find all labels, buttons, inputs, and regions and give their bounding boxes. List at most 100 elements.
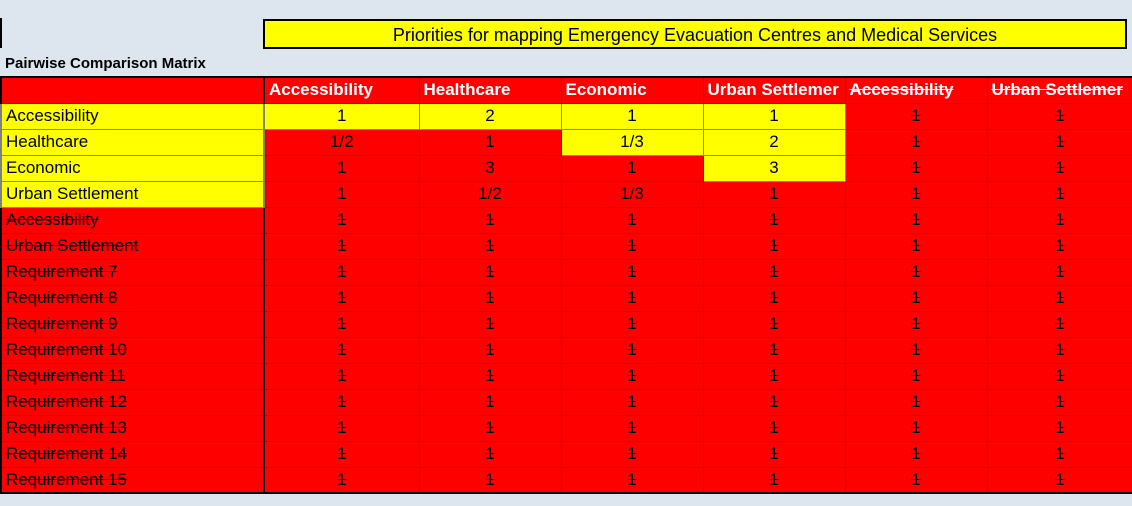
matrix-cell[interactable]: 1 <box>986 310 1132 338</box>
matrix-cell[interactable]: 1 <box>418 414 562 442</box>
matrix-cell[interactable]: 1 <box>986 466 1132 494</box>
corner-cell[interactable] <box>0 76 265 104</box>
matrix-cell[interactable]: 3 <box>702 154 846 182</box>
matrix-cell[interactable]: 1 <box>263 154 420 182</box>
row-label[interactable]: Requirement 9 <box>0 310 265 338</box>
matrix-cell[interactable]: 2 <box>418 102 562 130</box>
matrix-cell[interactable]: 1 <box>986 128 1132 156</box>
matrix-cell[interactable]: 1 <box>418 310 562 338</box>
row-label[interactable]: Accessibility <box>0 206 265 234</box>
matrix-cell[interactable]: 1 <box>986 102 1132 130</box>
matrix-cell[interactable]: 1 <box>844 362 988 390</box>
matrix-cell[interactable]: 1 <box>418 128 562 156</box>
matrix-cell[interactable]: 1 <box>702 336 846 364</box>
matrix-cell[interactable]: 1 <box>560 310 704 338</box>
matrix-cell[interactable]: 1 <box>418 258 562 286</box>
matrix-cell[interactable]: 1 <box>702 388 846 416</box>
row-label[interactable]: Requirement 15 <box>0 466 265 494</box>
matrix-cell[interactable]: 1 <box>418 388 562 416</box>
matrix-cell[interactable]: 1/2 <box>263 128 420 156</box>
matrix-cell[interactable]: 1 <box>844 206 988 234</box>
matrix-cell[interactable]: 1 <box>702 102 846 130</box>
matrix-cell[interactable]: 1 <box>560 258 704 286</box>
matrix-cell[interactable]: 1 <box>844 180 988 208</box>
matrix-cell[interactable]: 1 <box>702 414 846 442</box>
matrix-cell[interactable]: 1 <box>418 232 562 260</box>
matrix-cell[interactable]: 1 <box>844 388 988 416</box>
matrix-cell[interactable]: 1 <box>560 388 704 416</box>
matrix-cell[interactable]: 1 <box>986 414 1132 442</box>
matrix-label[interactable]: Pairwise Comparison Matrix <box>5 55 206 72</box>
matrix-cell[interactable]: 1 <box>560 336 704 364</box>
matrix-cell[interactable]: 1 <box>263 440 420 468</box>
matrix-cell[interactable]: 1 <box>263 466 420 494</box>
matrix-cell[interactable]: 1 <box>418 336 562 364</box>
matrix-cell[interactable]: 1 <box>560 440 704 468</box>
matrix-cell[interactable]: 1 <box>844 232 988 260</box>
matrix-cell[interactable]: 1 <box>844 284 988 312</box>
matrix-cell[interactable]: 1 <box>986 180 1132 208</box>
matrix-cell[interactable]: 1 <box>263 180 420 208</box>
matrix-cell[interactable]: 1 <box>702 310 846 338</box>
matrix-cell[interactable]: 1 <box>263 102 420 130</box>
row-label[interactable]: Economic <box>0 154 265 182</box>
column-header[interactable]: Accessibility <box>844 76 988 104</box>
matrix-cell[interactable]: 1 <box>702 466 846 494</box>
matrix-cell[interactable]: 1 <box>986 388 1132 416</box>
matrix-cell[interactable]: 1/2 <box>418 180 562 208</box>
matrix-cell[interactable]: 1 <box>560 232 704 260</box>
column-header[interactable]: Accessibility <box>263 76 420 104</box>
matrix-cell[interactable]: 1 <box>418 284 562 312</box>
row-label[interactable]: Requirement 11 <box>0 362 265 390</box>
matrix-cell[interactable]: 1 <box>702 258 846 286</box>
row-label[interactable]: Requirement 7 <box>0 258 265 286</box>
matrix-cell[interactable]: 1 <box>702 206 846 234</box>
column-header[interactable]: Urban Settlemer <box>986 76 1132 104</box>
matrix-cell[interactable]: 1 <box>263 388 420 416</box>
matrix-cell[interactable]: 1 <box>702 284 846 312</box>
matrix-cell[interactable]: 1 <box>844 440 988 468</box>
matrix-cell[interactable]: 1 <box>986 232 1132 260</box>
column-header[interactable]: Urban Settlemer <box>702 76 846 104</box>
matrix-cell[interactable]: 1 <box>986 206 1132 234</box>
row-label[interactable]: Requirement 10 <box>0 336 265 364</box>
matrix-cell[interactable]: 1 <box>560 362 704 390</box>
row-label[interactable]: Urban Settlement <box>0 232 265 260</box>
matrix-cell[interactable]: 1 <box>702 440 846 468</box>
matrix-cell[interactable]: 1 <box>986 154 1132 182</box>
matrix-cell[interactable]: 1 <box>986 284 1132 312</box>
matrix-cell[interactable]: 1/3 <box>560 180 704 208</box>
matrix-cell[interactable]: 1 <box>702 180 846 208</box>
matrix-cell[interactable]: 1 <box>844 258 988 286</box>
matrix-cell[interactable]: 1 <box>560 154 704 182</box>
matrix-cell[interactable]: 1 <box>702 362 846 390</box>
title-cell[interactable]: Priorities for mapping Emergency Evacuat… <box>263 19 1127 49</box>
matrix-cell[interactable]: 1 <box>263 258 420 286</box>
matrix-cell[interactable]: 1 <box>263 310 420 338</box>
matrix-cell[interactable]: 1 <box>263 336 420 364</box>
matrix-cell[interactable]: 1 <box>263 414 420 442</box>
matrix-cell[interactable]: 1 <box>560 206 704 234</box>
row-label[interactable]: Requirement 14 <box>0 440 265 468</box>
column-header[interactable]: Healthcare <box>418 76 562 104</box>
matrix-cell[interactable]: 1 <box>986 362 1132 390</box>
matrix-cell[interactable]: 1 <box>263 206 420 234</box>
matrix-cell[interactable]: 1 <box>263 284 420 312</box>
matrix-cell[interactable]: 1 <box>844 336 988 364</box>
column-header[interactable]: Economic <box>560 76 704 104</box>
matrix-cell[interactable]: 1 <box>844 310 988 338</box>
matrix-cell[interactable]: 1 <box>986 336 1132 364</box>
matrix-cell[interactable]: 1 <box>844 466 988 494</box>
matrix-cell[interactable]: 1 <box>844 154 988 182</box>
row-label[interactable]: Requirement 12 <box>0 388 265 416</box>
matrix-cell[interactable]: 1 <box>418 206 562 234</box>
row-label[interactable]: Requirement 13 <box>0 414 265 442</box>
matrix-cell[interactable]: 1 <box>418 440 562 468</box>
matrix-cell[interactable]: 1 <box>844 102 988 130</box>
matrix-cell[interactable]: 1 <box>263 362 420 390</box>
matrix-cell[interactable]: 1/3 <box>560 128 704 156</box>
matrix-cell[interactable]: 1 <box>560 414 704 442</box>
row-label[interactable]: Accessibility <box>0 102 265 130</box>
matrix-cell[interactable]: 1 <box>560 102 704 130</box>
matrix-cell[interactable]: 1 <box>844 414 988 442</box>
